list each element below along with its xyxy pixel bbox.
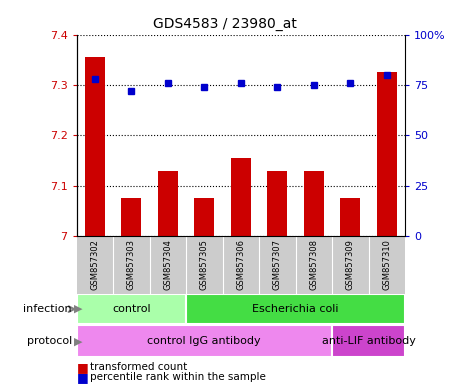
Bar <box>194 199 214 236</box>
Bar <box>158 170 178 236</box>
Text: GSM857309: GSM857309 <box>346 240 355 290</box>
Bar <box>76 295 186 324</box>
Text: GSM857305: GSM857305 <box>200 240 209 290</box>
Bar <box>231 158 251 236</box>
Text: GSM857306: GSM857306 <box>236 240 245 290</box>
Text: GSM857308: GSM857308 <box>309 240 318 290</box>
Text: ▶: ▶ <box>74 304 83 314</box>
Text: control IgG antibody: control IgG antibody <box>148 336 261 346</box>
Text: GSM857303: GSM857303 <box>127 240 136 290</box>
Text: GSM857307: GSM857307 <box>273 240 282 290</box>
Text: ▶: ▶ <box>74 336 83 346</box>
Bar <box>186 295 405 324</box>
Text: Escherichia coli: Escherichia coli <box>252 304 339 314</box>
Bar <box>267 170 287 236</box>
Text: protocol: protocol <box>27 336 72 346</box>
Text: control: control <box>112 304 151 314</box>
Text: ■: ■ <box>76 371 88 384</box>
Bar <box>340 199 360 236</box>
Bar <box>332 325 405 357</box>
Text: anti-LIF antibody: anti-LIF antibody <box>322 336 415 346</box>
Bar <box>76 325 332 357</box>
Text: GSM857302: GSM857302 <box>90 240 99 290</box>
Bar <box>377 72 397 236</box>
Text: infection: infection <box>23 304 72 314</box>
Bar <box>121 199 141 236</box>
Text: GSM857310: GSM857310 <box>382 240 391 290</box>
Text: transformed count: transformed count <box>90 362 187 372</box>
Text: GDS4583 / 23980_at: GDS4583 / 23980_at <box>153 17 297 31</box>
Bar <box>304 170 324 236</box>
Text: percentile rank within the sample: percentile rank within the sample <box>90 372 266 382</box>
Bar <box>85 57 105 236</box>
Text: GSM857304: GSM857304 <box>163 240 172 290</box>
Text: ■: ■ <box>76 361 88 374</box>
